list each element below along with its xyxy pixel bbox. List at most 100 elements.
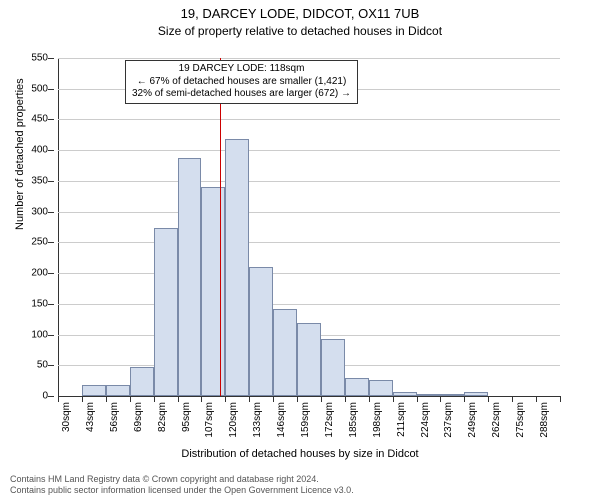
histogram-bar	[82, 385, 106, 396]
histogram-bar	[273, 309, 297, 396]
x-tick-label: 237sqm	[443, 402, 454, 438]
x-tick-label: 262sqm	[491, 402, 502, 438]
histogram-bar	[321, 339, 345, 396]
x-tick	[536, 396, 537, 402]
footer-line2: Contains public sector information licen…	[10, 485, 354, 496]
x-tick	[201, 396, 202, 402]
y-tick	[48, 212, 54, 213]
grid-line	[58, 242, 560, 243]
y-tick-label: 100	[31, 329, 48, 340]
y-tick	[48, 119, 54, 120]
y-tick-label: 350	[31, 175, 48, 186]
x-tick-label: 133sqm	[252, 402, 263, 438]
y-tick-label: 400	[31, 145, 48, 156]
footer-line1: Contains HM Land Registry data © Crown c…	[10, 474, 354, 485]
x-tick-label: 249sqm	[467, 402, 478, 438]
x-tick-label: 69sqm	[133, 402, 144, 432]
annotation-line2: ← 67% of detached houses are smaller (1,…	[132, 76, 351, 89]
y-tick-label: 200	[31, 268, 48, 279]
page-title: 19, DARCEY LODE, DIDCOT, OX11 7UB	[0, 0, 600, 23]
y-tick	[48, 273, 54, 274]
annotation-box: 19 DARCEY LODE: 118sqm ← 67% of detached…	[125, 60, 358, 104]
histogram-bar	[130, 367, 154, 396]
x-tick-label: 82sqm	[157, 402, 168, 432]
y-tick	[48, 89, 54, 90]
grid-line	[58, 58, 560, 59]
x-tick	[273, 396, 274, 402]
y-tick-label: 450	[31, 114, 48, 125]
x-tick	[560, 396, 561, 402]
grid-line	[58, 273, 560, 274]
x-tick	[178, 396, 179, 402]
page-subtitle: Size of property relative to detached ho…	[0, 24, 600, 38]
histogram-bar	[225, 139, 249, 396]
histogram-bar	[106, 385, 130, 396]
x-tick	[58, 396, 59, 402]
y-tick	[48, 396, 54, 397]
x-tick	[249, 396, 250, 402]
histogram-bar	[345, 378, 369, 396]
histogram-bar	[464, 392, 488, 396]
histogram-bar	[249, 267, 273, 396]
x-tick	[464, 396, 465, 402]
x-tick-label: 288sqm	[539, 402, 550, 438]
x-tick-label: 146sqm	[276, 402, 287, 438]
y-tick	[48, 58, 54, 59]
x-tick	[130, 396, 131, 402]
footer-attribution: Contains HM Land Registry data © Crown c…	[10, 474, 354, 496]
y-tick	[48, 242, 54, 243]
y-tick-label: 550	[31, 53, 48, 64]
grid-line	[58, 304, 560, 305]
x-tick-label: 159sqm	[300, 402, 311, 438]
x-tick-label: 275sqm	[515, 402, 526, 438]
x-tick	[106, 396, 107, 402]
histogram-bar	[393, 392, 417, 396]
marker-line	[220, 58, 221, 396]
grid-line	[58, 181, 560, 182]
x-tick	[154, 396, 155, 402]
x-tick-label: 172sqm	[324, 402, 335, 438]
y-tick-label: 50	[37, 360, 48, 371]
y-axis-title: Number of detached properties	[14, 78, 26, 230]
y-tick	[48, 335, 54, 336]
y-tick-label: 150	[31, 298, 48, 309]
histogram-bar	[154, 228, 178, 396]
y-tick	[48, 365, 54, 366]
x-tick	[393, 396, 394, 402]
x-tick	[512, 396, 513, 402]
x-tick-label: 95sqm	[181, 402, 192, 432]
y-tick	[48, 304, 54, 305]
x-tick-label: 56sqm	[109, 402, 120, 432]
x-tick	[488, 396, 489, 402]
x-tick	[225, 396, 226, 402]
x-tick	[417, 396, 418, 402]
y-tick-label: 500	[31, 83, 48, 94]
x-tick-label: 198sqm	[372, 402, 383, 438]
x-tick-label: 43sqm	[85, 402, 96, 432]
histogram-bar	[297, 323, 321, 396]
y-tick	[48, 181, 54, 182]
x-tick	[82, 396, 83, 402]
x-tick-label: 224sqm	[420, 402, 431, 438]
histogram-bar	[440, 394, 464, 396]
x-tick-label: 211sqm	[396, 402, 407, 437]
y-tick-label: 0	[42, 391, 48, 402]
grid-line	[58, 150, 560, 151]
y-tick-label: 250	[31, 237, 48, 248]
grid-line	[58, 119, 560, 120]
annotation-line3: 32% of semi-detached houses are larger (…	[132, 88, 351, 101]
x-axis-title: Distribution of detached houses by size …	[0, 448, 600, 460]
x-tick-label: 185sqm	[348, 402, 359, 438]
histogram-chart: 05010015020025030035040045050055030sqm43…	[58, 58, 560, 396]
histogram-bar	[201, 187, 225, 396]
histogram-bar	[369, 380, 393, 396]
x-tick-label: 30sqm	[61, 402, 72, 432]
x-tick	[321, 396, 322, 402]
x-tick	[345, 396, 346, 402]
y-tick-label: 300	[31, 206, 48, 217]
grid-line	[58, 212, 560, 213]
x-tick	[369, 396, 370, 402]
histogram-bar	[417, 394, 441, 396]
x-tick	[440, 396, 441, 402]
x-tick-label: 120sqm	[228, 402, 239, 438]
